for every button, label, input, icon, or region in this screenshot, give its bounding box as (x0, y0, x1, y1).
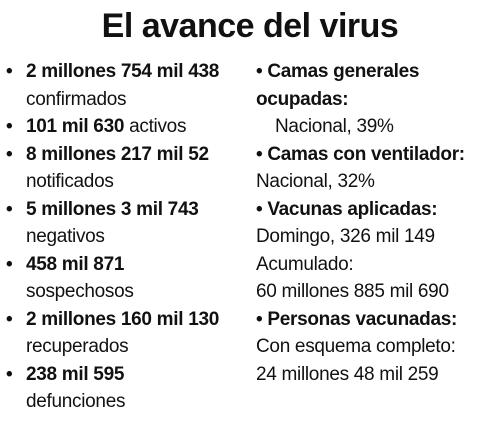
stat-label: negativos (26, 226, 105, 247)
stat-label: sospechosos (26, 281, 134, 302)
camas-generales: • Camas generales ocupadas: Nacional, 39… (256, 58, 500, 141)
stat-negativos: • 5 millones 3 mil 743 negativos (6, 196, 252, 251)
stat-notificados: • 8 millones 217 mil 52 notificados (6, 141, 252, 196)
bullet-icon: • (6, 61, 13, 82)
bullet-icon: • (256, 61, 263, 82)
stat-label: confirmados (26, 88, 127, 110)
stat-value: 101 mil 630 (26, 116, 125, 137)
stat-sospechosos: • 458 mil 871 sospechosos (6, 251, 252, 306)
stat-value: 458 mil 871 (26, 253, 125, 275)
vacunas-aplicadas: • Vacunas aplicadas: Domingo, 326 mil 14… (256, 196, 500, 306)
personas-esquema-label: Con esquema completo: (256, 336, 456, 357)
stat-label: notificados (26, 171, 114, 192)
stats-list: • 2 millones 754 mil 438 confirmados • 1… (6, 58, 252, 416)
stat-value: 2 millones 160 mil 130 (26, 308, 220, 330)
vacunas-acumulado: 60 millones 885 mil 690 (256, 281, 449, 302)
personas-heading: Personas vacunadas: (267, 308, 458, 330)
camas-ventilador-heading: Camas con ventilador: (267, 143, 465, 165)
stat-value: 2 millones 754 mil 438 (26, 61, 220, 82)
personas-esquema: 24 millones 48 mil 259 (256, 363, 439, 385)
stat-value: 8 millones 217 mil 52 (26, 143, 209, 165)
camas-generales-detail: Nacional, 39% (275, 116, 394, 137)
vacunas-acumulado-label: Acumulado: (256, 253, 354, 275)
bullet-icon: • (6, 363, 13, 385)
bullet-icon: • (6, 143, 13, 165)
camas-ventilador: • Camas con ventilador: Nacional, 32% (256, 141, 500, 196)
stat-label: recuperados (26, 336, 129, 357)
page-title: El avance del virus (101, 7, 399, 45)
bullet-icon: • (6, 198, 13, 220)
capacity-vaccination-list: • Camas generales ocupadas: Nacional, 39… (256, 58, 500, 388)
stat-value: 238 mil 595 (26, 363, 125, 385)
stat-value: 5 millones 3 mil 743 (26, 198, 199, 220)
camas-ventilador-detail: Nacional, 32% (256, 171, 375, 192)
stat-recuperados: • 2 millones 160 mil 130 recuperados (6, 306, 252, 361)
vacunas-heading: Vacunas aplicadas: (267, 198, 438, 220)
bullet-icon: • (256, 308, 263, 330)
camas-generales-heading: Camas generales ocupadas: (256, 61, 420, 110)
stat-defunciones: • 238 mil 595 defunciones (6, 361, 252, 416)
bullet-icon: • (6, 308, 13, 330)
bullet-icon: • (6, 116, 13, 137)
stat-activos: • 101 mil 630 activos (6, 113, 252, 141)
stat-label: defunciones (26, 391, 126, 412)
bullet-icon: • (256, 198, 263, 220)
vacunas-domingo: Domingo, 326 mil 149 (256, 226, 435, 247)
bullet-icon: • (256, 143, 263, 165)
stat-label: activos (129, 116, 187, 137)
stat-confirmados: • 2 millones 754 mil 438 confirmados (6, 58, 252, 113)
personas-vacunadas: • Personas vacunadas: Con esquema comple… (256, 306, 500, 389)
bullet-icon: • (6, 253, 13, 275)
